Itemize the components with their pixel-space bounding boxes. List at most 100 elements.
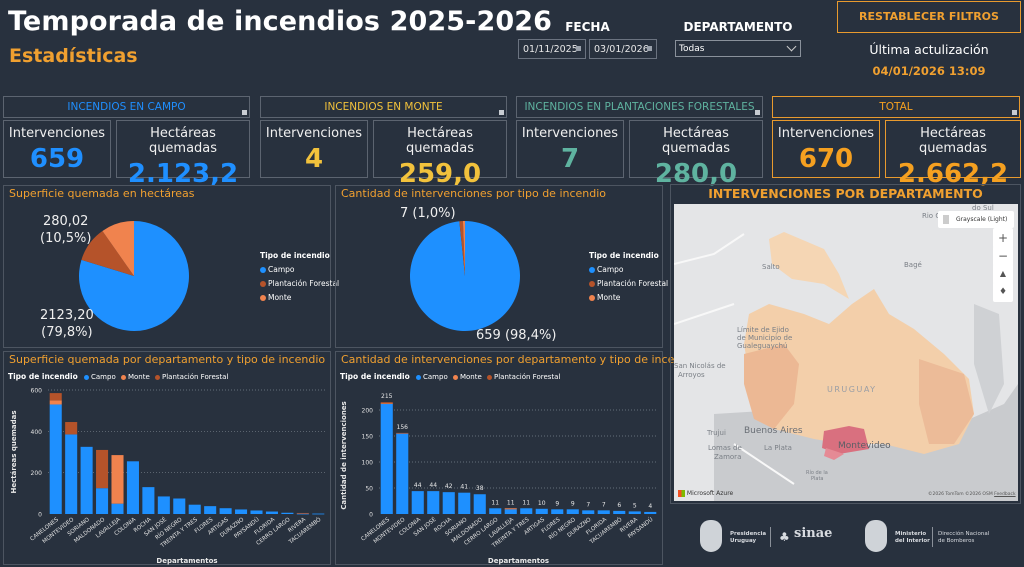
bar-segment-campo[interactable] [520, 508, 533, 514]
focus-mode-icon[interactable] [242, 110, 247, 115]
kpi-title-text: INCENDIOS EN CAMPO [67, 101, 186, 113]
bar-segment-campo[interactable] [142, 487, 155, 514]
bar-segment-campo[interactable] [96, 488, 109, 514]
date-from-input[interactable]: 01/11/2025 [518, 39, 586, 59]
calendar-icon[interactable] [576, 46, 581, 51]
bar-segment-campo[interactable] [628, 511, 641, 514]
bar-segment-campo[interactable] [296, 513, 309, 515]
reset-filters-button[interactable]: RESTABLECER FILTROS [837, 1, 1021, 33]
zoom-out-button[interactable]: − [993, 246, 1013, 266]
bar-segment-campo[interactable] [566, 509, 579, 514]
page-subtitle: Estadísticas [9, 45, 138, 67]
focus-mode-icon[interactable] [499, 110, 504, 115]
legend-item-campo[interactable]: Campo [84, 373, 116, 381]
kpi-group-title[interactable]: INCENDIOS EN CAMPO [3, 96, 250, 118]
bar-segment-campo[interactable] [613, 510, 626, 514]
kpi-group-title[interactable]: INCENDIOS EN PLANTACIONES FORESTALES [516, 96, 763, 118]
focus-mode-icon[interactable] [1012, 110, 1017, 115]
bar-segment-campo[interactable] [427, 491, 440, 514]
bar-segment-campo[interactable] [489, 508, 502, 514]
bar-segment-campo[interactable] [312, 513, 325, 515]
bar-segment-campo[interactable] [458, 492, 471, 514]
y-axis-title: Cantidad de intervenciones [340, 401, 348, 509]
legend-item-plantacion[interactable]: Plantación Forestal [260, 279, 339, 288]
legend-dot-icon [589, 295, 595, 301]
bar-segment-campo[interactable] [126, 461, 139, 514]
bar-segment-campo[interactable] [157, 496, 170, 514]
pitch-button[interactable]: ▲ [993, 264, 1013, 284]
bar-segment-plantación-forestal[interactable] [396, 432, 409, 434]
bar-segment-campo[interactable] [219, 508, 232, 514]
map-label: Bagé [904, 261, 922, 269]
y-tick-label: 400 [31, 429, 43, 436]
pie-slice-monte[interactable] [102, 221, 134, 276]
bar-segment-plantación-forestal[interactable] [96, 449, 109, 489]
bar-segment-campo[interactable] [411, 491, 424, 514]
kpi-group-title[interactable]: INCENDIOS EN MONTE [260, 96, 507, 118]
focus-mode-icon[interactable] [755, 110, 760, 115]
uruguay-coat-of-arms-icon [700, 520, 722, 552]
bar-segment-campo[interactable] [597, 510, 610, 514]
bar-segment-campo[interactable] [250, 510, 263, 514]
bar-segment-campo[interactable] [535, 508, 548, 514]
pie-slice-plantación-forestal[interactable] [459, 221, 465, 276]
legend-item-plantacion[interactable]: Plantación Forestal [155, 373, 228, 381]
legend-item-monte[interactable]: Monte [120, 373, 150, 381]
microsoft-logo-icon [678, 490, 685, 497]
date-to-input[interactable]: 03/01/2026 [589, 39, 657, 59]
pie-slice-plantación-forestal[interactable] [81, 230, 134, 276]
bar-segment-campo[interactable] [473, 494, 486, 514]
legend-item-monte[interactable]: Monte [452, 373, 482, 381]
bar-segment-monte[interactable] [504, 508, 517, 510]
bar-segment-monte[interactable] [380, 403, 393, 405]
bar-segment-campo[interactable] [281, 512, 294, 514]
calendar-icon[interactable] [647, 46, 652, 51]
bar-segment-campo[interactable] [380, 403, 393, 514]
kpi-group-title[interactable]: TOTAL [772, 96, 1020, 118]
bar-segment-plantación-forestal[interactable] [380, 402, 393, 404]
bar-segment-campo[interactable] [204, 506, 217, 514]
sinae-icon: ♣ [779, 530, 790, 544]
bar-segment-monte[interactable] [49, 400, 62, 405]
pie-slice-campo[interactable] [78, 221, 189, 331]
pie-slice-monte[interactable] [462, 221, 465, 276]
department-map[interactable]: Salto Bagé Límite de Ejido de Municipio … [674, 204, 1018, 501]
bar-segment-plantación-forestal[interactable] [49, 393, 62, 401]
bar-segment-campo[interactable] [582, 510, 595, 514]
bar-segment-campo[interactable] [396, 433, 409, 514]
compass-button[interactable]: ♦ [993, 282, 1013, 302]
attribution-text: Microsoft Azure [686, 490, 734, 497]
bar-segment-campo[interactable] [644, 511, 657, 514]
department-select[interactable]: Todas [675, 40, 801, 57]
bar-segment-monte[interactable] [111, 455, 124, 504]
bar-segment-campo[interactable] [265, 511, 278, 514]
map-style-button[interactable]: Grayscale (Light) [938, 211, 1014, 228]
kpi-hectares-card: Hectáreas quemadas 2.662,2 [885, 120, 1021, 189]
bar-segment-campo[interactable] [504, 509, 517, 514]
legend-item-monte[interactable]: Monte [589, 293, 668, 302]
bar-segment-campo[interactable] [442, 492, 455, 514]
legend-item-plantacion[interactable]: Plantación Forestal [589, 279, 668, 288]
bar-segment-campo[interactable] [111, 503, 124, 514]
legend-item-campo[interactable]: Campo [416, 373, 448, 381]
feedback-link[interactable]: Feedback [994, 492, 1016, 497]
bar-segment-plantación-forestal[interactable] [65, 422, 78, 435]
bar-segment-campo[interactable] [65, 434, 78, 514]
map-label: Plata [811, 476, 824, 482]
legend-item-monte[interactable]: Monte [260, 293, 339, 302]
legend-item-campo[interactable]: Campo [260, 265, 339, 274]
zoom-in-button[interactable]: + [993, 228, 1013, 248]
bar-segment-campo[interactable] [173, 498, 186, 515]
bar-segment-plantación-forestal[interactable] [296, 512, 309, 514]
legend-item-plantacion[interactable]: Plantación Forestal [487, 373, 560, 381]
kpi-value: 670 [798, 144, 854, 174]
bar-segment-campo[interactable] [80, 446, 93, 514]
legend-item-campo[interactable]: Campo [589, 265, 668, 274]
panel-title: Cantidad de intervenciones por tipo de i… [341, 187, 607, 200]
bar-segment-campo[interactable] [188, 504, 201, 514]
bar-segment-campo[interactable] [551, 509, 564, 514]
logo-divider [770, 527, 771, 547]
azure-attribution: Microsoft Azure [678, 490, 733, 497]
bar-segment-campo[interactable] [235, 509, 248, 514]
bar-segment-campo[interactable] [49, 404, 62, 514]
